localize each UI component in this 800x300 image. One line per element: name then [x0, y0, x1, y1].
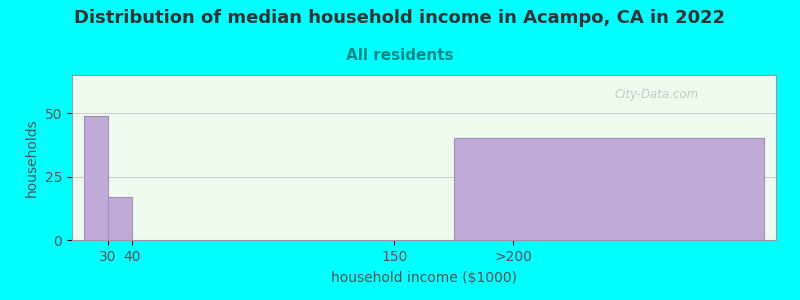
- Bar: [108, 197, 132, 240]
- Text: Distribution of median household income in Acampo, CA in 2022: Distribution of median household income …: [74, 9, 726, 27]
- Y-axis label: households: households: [26, 118, 39, 197]
- Bar: [454, 139, 764, 240]
- Text: City-Data.com: City-Data.com: [614, 88, 698, 101]
- Bar: [84, 116, 108, 240]
- Text: All residents: All residents: [346, 48, 454, 63]
- X-axis label: household income ($1000): household income ($1000): [331, 271, 517, 285]
